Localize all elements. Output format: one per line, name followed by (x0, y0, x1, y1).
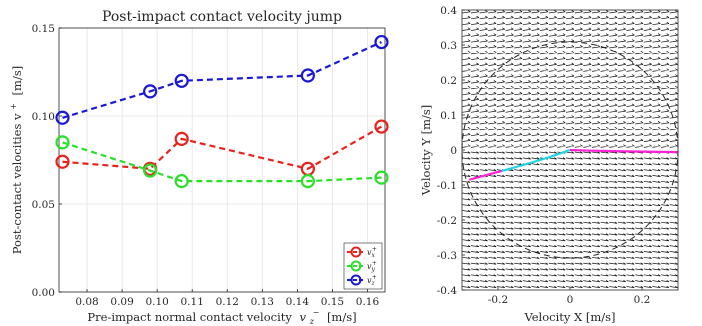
left-plot-legend: vx+vy+vz+ (343, 242, 383, 290)
x-axis-label-symbol-sup: − (313, 308, 320, 317)
series-point (374, 34, 389, 50)
right-plot-vector-field (462, 10, 678, 289)
x-tick-label: -0.2 (488, 294, 508, 306)
series-point (374, 170, 389, 185)
x-tick-label: 0.09 (110, 296, 133, 308)
legend-label-sub: z (371, 280, 376, 287)
series-point (143, 84, 158, 99)
series-point (174, 174, 189, 189)
field-arrows (462, 10, 678, 289)
right-plot-trajectory (468, 148, 679, 181)
left-plot: Post-impact contact velocity jump 0.08 0.… (5, 9, 389, 326)
legend-label: vz+ (367, 274, 377, 287)
right-plot: -0.2 0 0.2 0.4 0.3 0.2 0.1 0 -0.1 -0.2 -0.3 -0.4 Ve… (419, 5, 679, 324)
x-tick-label: 0.08 (75, 296, 98, 308)
series-point (174, 73, 189, 88)
series-point (55, 154, 70, 169)
legend-label-sup: + (372, 274, 377, 281)
right-plot-y-axis-label: Velocity Y [m/s] (419, 105, 433, 196)
left-plot-title: Post-impact contact velocity jump (102, 9, 342, 25)
right-plot-x-axis-label: Velocity X [m/s] (523, 310, 615, 324)
y-tick-label: 0.00 (32, 287, 55, 299)
legend-label-base: v (367, 262, 372, 271)
legend-entries: vx+vy+vz+ (347, 246, 377, 287)
y-tick-label: -0.4 (437, 285, 458, 297)
trajectory-segment-1 (501, 148, 571, 173)
series-line-0 (62, 125, 383, 170)
x-axis-label-text: Pre-impact normal contact velocity (87, 310, 292, 324)
right-plot-ticks: -0.2 0 0.2 0.4 0.3 0.2 0.1 0 -0.1 -0.2 -0.3 -0.4 (437, 5, 651, 306)
x-axis-label-unit: [m/s] (327, 310, 357, 324)
y-tick-label: -0.1 (437, 180, 457, 192)
y-axis-label-text: Post-contact velocities v (10, 113, 24, 254)
y-tick-label: 0 (450, 145, 457, 157)
x-axis-label-symbol-sub: z (309, 317, 315, 326)
y-tick-label: 0.2 (440, 75, 457, 87)
legend-label-base: v (367, 248, 372, 257)
legend-label-sup: + (372, 260, 377, 267)
x-tick-label: 0.2 (634, 294, 651, 306)
legend-label-base: v (367, 276, 372, 285)
y-tick-label: 0.15 (32, 23, 55, 35)
series-line-2 (62, 41, 382, 119)
legend-label: vx+ (367, 246, 377, 259)
y-axis-label-unit: [m/s] (10, 66, 24, 96)
legend-marker (350, 246, 362, 258)
series-point (143, 163, 158, 178)
y-tick-label: 0.10 (32, 111, 55, 123)
x-tick-label: 0.10 (145, 296, 168, 308)
left-plot-axes-box (58, 27, 386, 293)
y-axis-label-sup: + (9, 103, 18, 110)
trajectory-segment-2 (569, 148, 679, 154)
y-tick-label: 0.1 (440, 110, 457, 122)
series-point (55, 135, 70, 150)
left-plot-x-axis-label: Pre-impact normal contact velocity v z −… (87, 304, 356, 326)
legend-label: vy+ (367, 260, 377, 273)
x-tick-label: 0.15 (321, 296, 344, 308)
y-tick-label: -0.2 (437, 215, 457, 227)
left-plot-y-axis-label: Post-contact velocities v + [m/s] (5, 66, 24, 254)
x-tick-label: 0.12 (216, 296, 239, 308)
legend-label-sup: + (372, 246, 377, 253)
left-plot-series (55, 34, 389, 189)
x-tick-label: 0.14 (286, 296, 310, 308)
legend-label-sub: x (372, 252, 376, 259)
x-tick-label: 0.11 (181, 296, 204, 308)
x-axis-label-symbol: v (300, 310, 307, 324)
legend-label-sub: y (371, 266, 376, 273)
series-point (374, 119, 389, 134)
x-tick-label: 0.16 (356, 296, 380, 308)
x-tick-label: 0 (567, 294, 574, 306)
series-point (55, 110, 70, 125)
y-tick-label: 0.4 (440, 5, 457, 17)
series-line-1 (62, 141, 382, 183)
series-point (174, 131, 189, 146)
y-tick-label: 0.3 (440, 40, 457, 52)
x-tick-label: 0.13 (251, 296, 274, 308)
trajectory-segment-0 (468, 169, 502, 181)
legend-marker (350, 274, 362, 286)
series-point (300, 174, 315, 189)
y-tick-label: 0.05 (32, 199, 55, 211)
y-tick-label: -0.3 (437, 250, 457, 262)
legend-marker (350, 260, 362, 272)
series-point (300, 68, 315, 83)
left-plot-ticks: 0.08 0.09 0.10 0.11 0.12 0.13 0.14 0.15 0.16 0.00… (32, 23, 380, 308)
